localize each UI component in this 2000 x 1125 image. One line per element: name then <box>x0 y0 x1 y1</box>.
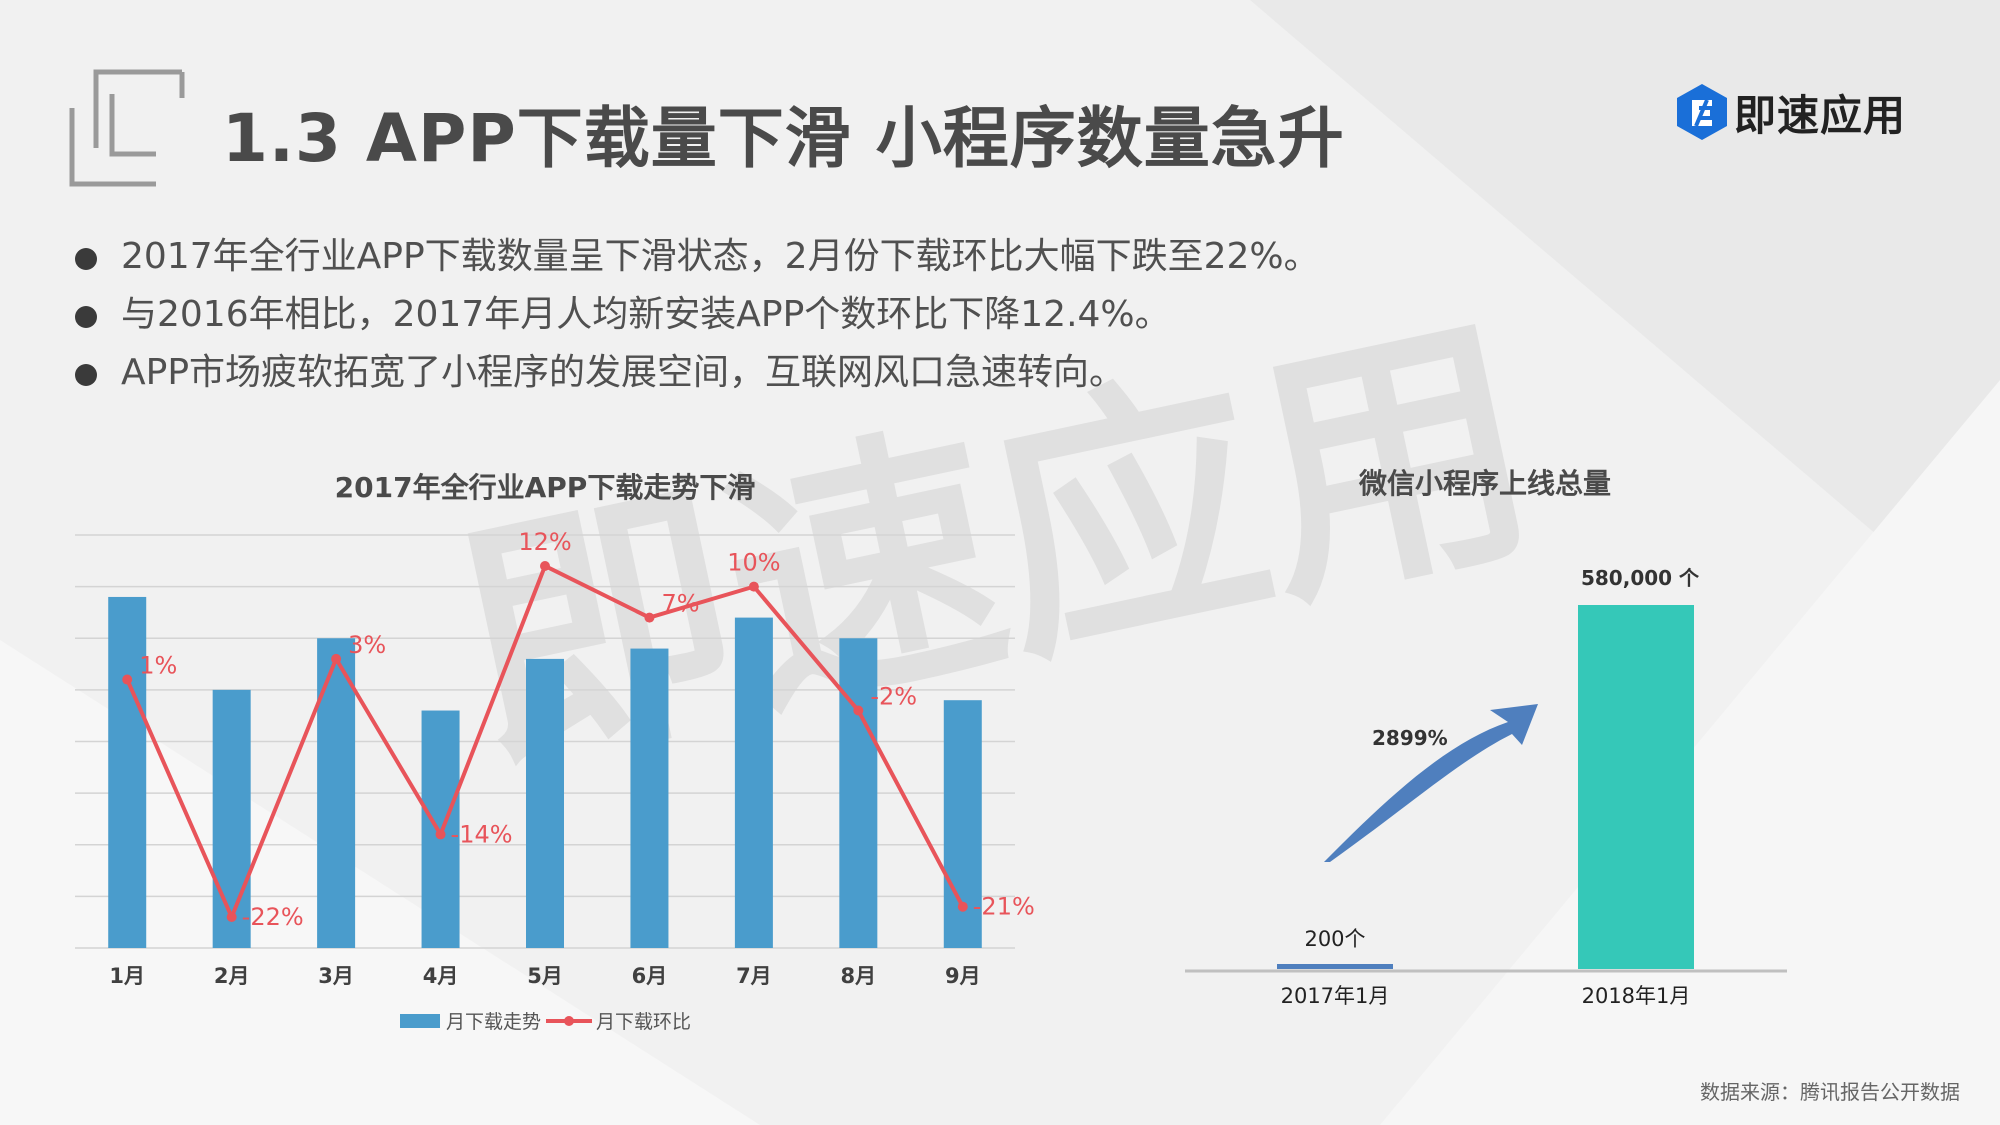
chart2-bars <box>1277 605 1694 969</box>
x-tick-5: 5月 <box>527 964 563 988</box>
pct-label-3: 3% <box>348 631 386 659</box>
bullet-text: 2017年全行业APP下载数量呈下滑状态，2月份下载环比大幅下跌至22%。 <box>121 236 1320 277</box>
chart1-legend: 月下载走势 月下载环比 <box>400 1011 691 1033</box>
bullet-list: 2017年全行业APP下载数量呈下滑状态，2月份下载环比大幅下跌至22%。 与2… <box>75 228 1320 402</box>
x-tick-1: 1月 <box>109 964 145 988</box>
line-point-2 <box>226 912 237 923</box>
pct-label-1: 1% <box>139 652 177 680</box>
bar-2 <box>212 689 251 948</box>
x-tick-2018: 2018年1月 <box>1582 984 1691 1008</box>
x-tick-6: 6月 <box>632 964 668 988</box>
chart1-line-series <box>122 560 968 923</box>
pct-label-7: 10% <box>727 549 780 577</box>
x-tick-9: 9月 <box>945 964 981 988</box>
pct-label-4: -14% <box>451 820 513 848</box>
corner-frame-icon <box>69 69 185 187</box>
growth-arrow-icon <box>1324 704 1538 862</box>
e-hexagon-logo-icon <box>1677 84 1727 140</box>
x-tick-2017: 2017年1月 <box>1281 984 1390 1008</box>
bullet-item: APP市场疲软拓宽了小程序的发展空间，互联网风口急速转向。 <box>75 344 1320 402</box>
data-source-note: 数据来源：腾讯报告公开数据 <box>1700 1080 1960 1104</box>
mini-bar-2 <box>1578 605 1694 969</box>
bullet-dot-icon <box>75 364 97 386</box>
line-point-5 <box>540 560 550 571</box>
line-point-1 <box>122 674 133 685</box>
line-point-8 <box>853 705 864 716</box>
bullet-dot-icon <box>75 248 97 270</box>
bullet-dot-icon <box>75 306 97 328</box>
x-tick-4: 4月 <box>423 964 459 988</box>
pct-label-5: 12% <box>518 528 571 556</box>
bullet-item: 2017年全行业APP下载数量呈下滑状态，2月份下载环比大幅下跌至22%。 <box>75 228 1320 286</box>
legend-label-bar: 月下载走势 <box>446 1011 541 1033</box>
legend-swatch-marker <box>564 1016 574 1026</box>
pct-label-9: -21% <box>973 893 1035 921</box>
bar-label-2017: 200个 <box>1304 927 1365 951</box>
pct-label-8: -2% <box>870 683 917 711</box>
chart2-title: 微信小程序上线总量 <box>1358 467 1611 500</box>
x-tick-8: 8月 <box>841 964 877 988</box>
bar-7 <box>734 617 773 948</box>
chart1-title: 2017年全行业APP下载走势下滑 <box>335 471 756 504</box>
bar-6 <box>630 648 669 948</box>
bar-5 <box>526 658 564 948</box>
line-point-7 <box>748 581 759 592</box>
bullet-text: 与2016年相比，2017年月人均新安装APP个数环比下降12.4%。 <box>121 294 1171 335</box>
mini-bar-1 <box>1277 964 1393 969</box>
chart1-data-labels: 1% -22% 3% -14% 12% 7% 10% -2% -21% <box>139 528 1035 931</box>
chart1-x-axis: 1月 2月 3月 4月 5月 6月 7月 8月 9月 <box>109 964 980 988</box>
pct-label-6: 7% <box>661 590 699 618</box>
x-tick-2: 2月 <box>214 964 250 988</box>
line-point-4 <box>435 829 446 840</box>
bar-8 <box>839 638 878 948</box>
x-tick-7: 7月 <box>736 964 772 988</box>
bullet-item: 与2016年相比，2017年月人均新安装APP个数环比下降12.4%。 <box>75 286 1320 344</box>
brand-logo: 即速应用 <box>1674 82 1906 142</box>
bullet-text: APP市场疲软拓宽了小程序的发展空间，互联网风口急速转向。 <box>121 352 1126 393</box>
page-title: 1.3 APP下载量下滑 小程序数量急升 <box>222 100 1345 177</box>
bar-label-2018: 580,000 个 <box>1581 566 1700 590</box>
bar-1 <box>108 596 147 948</box>
line-point-6 <box>644 612 655 623</box>
line-point-3 <box>331 653 342 664</box>
growth-rate-label: 2899% <box>1372 726 1448 750</box>
legend-swatch-bar <box>400 1014 440 1028</box>
brand-name: 即速应用 <box>1734 90 1907 140</box>
pct-label-2: -22% <box>242 903 304 931</box>
line-point-9 <box>957 901 968 912</box>
legend-label-line: 月下载环比 <box>596 1011 691 1033</box>
x-tick-3: 3月 <box>318 964 354 988</box>
